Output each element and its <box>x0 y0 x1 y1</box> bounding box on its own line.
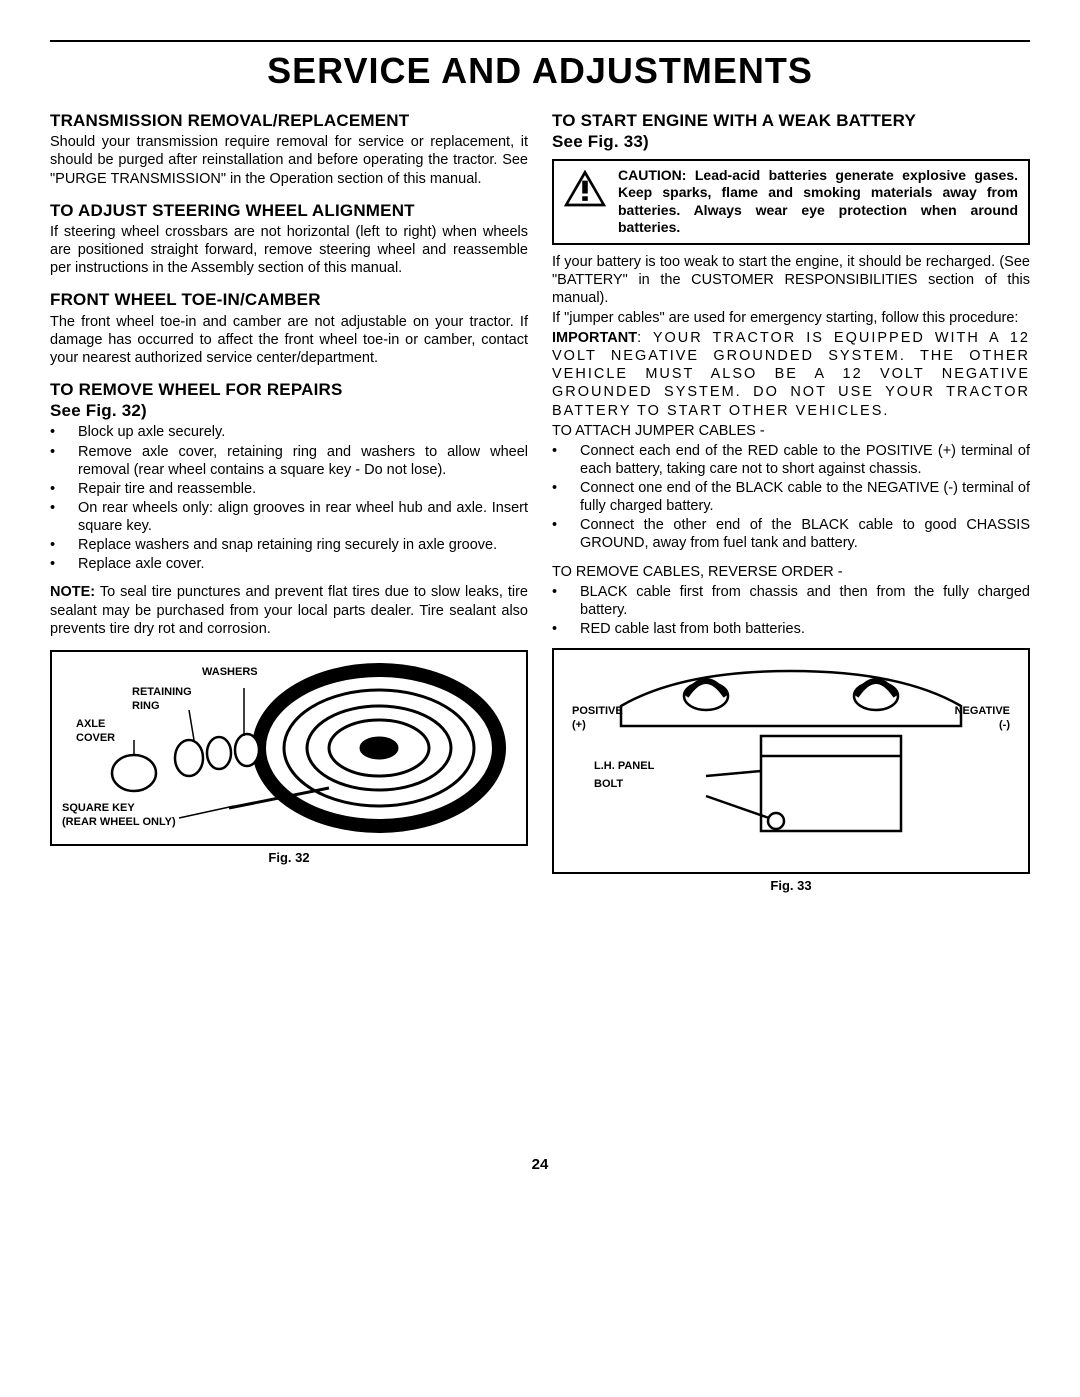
left-column: TRANSMISSION REMOVAL/REPLACEMENT Should … <box>50 110 528 896</box>
remove-bullets: BLACK cable first from chassis and then … <box>552 583 1030 638</box>
removewheel-note: NOTE: To seal tire punctures and prevent… <box>50 583 528 637</box>
fig32-label-squarekey: SQUARE KEY (REAR WHEEL ONLY) <box>62 802 176 830</box>
list-item: RED cable last from both batteries. <box>566 620 1030 638</box>
page-title: SERVICE AND ADJUSTMENTS <box>50 50 1030 92</box>
removewheel-bullets: Block up axle securely. Remove axle cove… <box>50 423 528 573</box>
important-label: IMPORTANT <box>552 330 637 346</box>
list-item: Repair tire and reassemble. <box>64 480 528 498</box>
page-top-rule <box>50 40 1030 42</box>
fig32-label-retaining: RETAINING RING <box>132 686 192 714</box>
attach-head: TO ATTACH JUMPER CABLES - <box>552 422 1030 440</box>
toein-body: The front wheel toe-in and camber are no… <box>50 313 528 367</box>
caution-icon <box>562 167 608 214</box>
battery-p1: If your battery is too weak to start the… <box>552 253 1030 307</box>
caution-text: CAUTION: Lead-acid batteries generate ex… <box>618 167 1018 237</box>
fig33-label-lhpanel: L.H. PANEL <box>594 760 654 774</box>
list-item: Connect each end of the RED cable to the… <box>566 442 1030 478</box>
list-item: Replace washers and snap retaining ring … <box>64 536 528 554</box>
section-sub-removewheel: See Fig. 32) <box>50 400 528 421</box>
list-item: Remove axle cover, retaining ring and wa… <box>64 443 528 479</box>
figure-32-box: WASHERS RETAINING RING AXLE COVER SQUARE… <box>50 650 528 846</box>
page-number: 24 <box>50 1156 1030 1173</box>
caution-label: CAUTION: <box>618 167 686 183</box>
note-text: To seal tire punctures and prevent flat … <box>50 584 528 636</box>
fig32-label-axlecover: AXLE COVER <box>76 718 115 746</box>
content-columns: TRANSMISSION REMOVAL/REPLACEMENT Should … <box>50 110 1030 896</box>
list-item: On rear wheels only: align grooves in re… <box>64 499 528 535</box>
list-item: Replace axle cover. <box>64 555 528 573</box>
fig33-label-bolt: BOLT <box>594 778 623 792</box>
fig33-label-positive: POSITIVE (+) <box>572 705 623 733</box>
list-item: Block up axle securely. <box>64 423 528 441</box>
fig33-label-negative: NEGATIVE (-) <box>955 705 1010 733</box>
list-item: BLACK cable first from chassis and then … <box>566 583 1030 619</box>
battery-important: IMPORTANT: YOUR TRACTOR IS EQUIPPED WITH… <box>552 329 1030 420</box>
section-head-steering: TO ADJUST STEERING WHEEL ALIGNMENT <box>50 200 528 221</box>
figure-33-caption: Fig. 33 <box>552 878 1030 894</box>
remove-head: TO REMOVE CABLES, REVERSE ORDER - <box>552 563 1030 581</box>
attach-bullets: Connect each end of the RED cable to the… <box>552 442 1030 553</box>
battery-p2: If "jumper cables" are used for emergenc… <box>552 309 1030 327</box>
figure-32-caption: Fig. 32 <box>50 850 528 866</box>
section-head-transmission: TRANSMISSION REMOVAL/REPLACEMENT <box>50 110 528 131</box>
section-sub-weakbattery: See Fig. 33) <box>552 131 1030 152</box>
section-head-weakbattery: TO START ENGINE WITH A WEAK BATTERY <box>552 110 1030 131</box>
list-item: Connect one end of the BLACK cable to th… <box>566 479 1030 515</box>
transmission-body: Should your transmission require removal… <box>50 133 528 187</box>
section-head-removewheel: TO REMOVE WHEEL FOR REPAIRS <box>50 379 528 400</box>
list-item: Connect the other end of the BLACK cable… <box>566 516 1030 552</box>
figure-33-box: POSITIVE (+) NEGATIVE (-) L.H. PANEL BOL… <box>552 648 1030 874</box>
steering-body: If steering wheel crossbars are not hori… <box>50 223 528 277</box>
caution-box: CAUTION: Lead-acid batteries generate ex… <box>552 159 1030 245</box>
note-label: NOTE: <box>50 584 95 600</box>
section-head-toein: FRONT WHEEL TOE-IN/CAMBER <box>50 289 528 310</box>
fig32-label-washers: WASHERS <box>202 666 258 680</box>
right-column: TO START ENGINE WITH A WEAK BATTERY See … <box>552 110 1030 896</box>
